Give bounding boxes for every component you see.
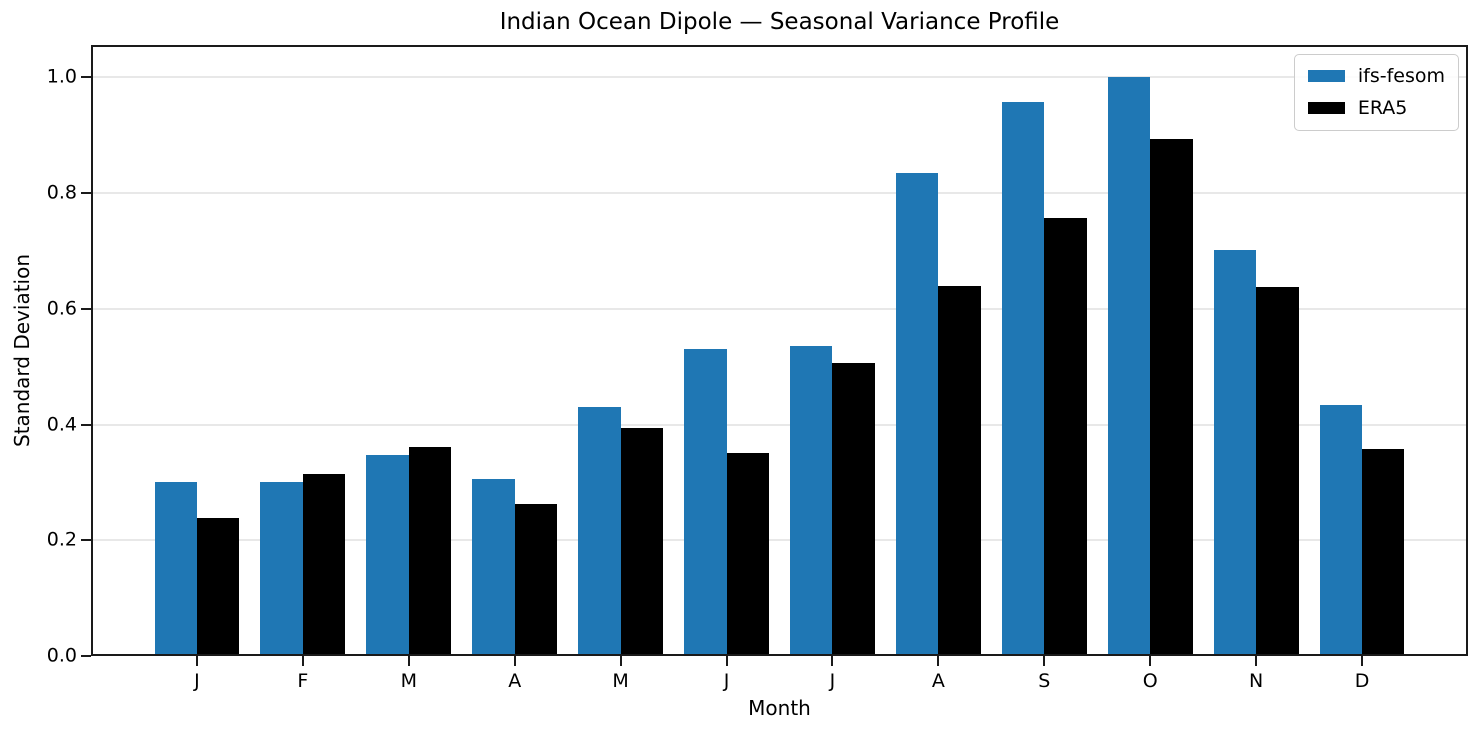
y-tick-mark <box>81 307 91 310</box>
bar-ifs-fesom-7 <box>896 173 939 656</box>
x-tick-label-3: A <box>508 670 522 692</box>
x-tick-label-9: O <box>1142 670 1158 692</box>
y-tick-mark <box>81 423 91 426</box>
bar-ERA5-6 <box>832 362 875 656</box>
y-tick-label: 0.0 <box>46 644 77 667</box>
y-tick-label: 0.8 <box>46 181 77 204</box>
x-tick-mark <box>725 656 728 666</box>
x-tick-label-2: M <box>400 670 417 692</box>
y-tick-label: 0.6 <box>46 297 77 320</box>
gridline <box>91 192 1468 195</box>
bar-ifs-fesom-3 <box>472 478 515 656</box>
gridline <box>91 76 1468 79</box>
x-tick-mark <box>937 656 940 666</box>
legend-swatch-ifs-fesom <box>1307 70 1345 83</box>
bar-ifs-fesom-5 <box>684 349 727 656</box>
bar-ERA5-4 <box>620 428 663 656</box>
x-tick-label-4: M <box>612 670 629 692</box>
x-tick-label-1: F <box>297 670 309 692</box>
legend: ifs-fesom ERA5 <box>1293 54 1459 131</box>
y-tick-mark <box>81 539 91 542</box>
plot-area <box>91 45 1468 656</box>
chart-title: Indian Ocean Dipole — Seasonal Variance … <box>499 9 1060 35</box>
bar-ifs-fesom-9 <box>1107 77 1151 656</box>
x-tick-mark <box>1361 656 1364 666</box>
bar-ERA5-8 <box>1044 218 1087 656</box>
y-axis-label: Standard Deviation <box>10 254 34 448</box>
bar-ifs-fesom-2 <box>366 454 409 656</box>
y-tick-mark <box>81 655 91 657</box>
x-tick-label-10: N <box>1249 670 1264 692</box>
bar-ERA5-0 <box>196 518 240 656</box>
x-tick-mark <box>301 656 304 666</box>
bar-ERA5-9 <box>1150 138 1193 656</box>
gridline <box>91 307 1468 310</box>
bar-ifs-fesom-10 <box>1213 249 1257 656</box>
bar-ERA5-2 <box>408 447 452 656</box>
bar-ifs-fesom-0 <box>154 482 197 656</box>
bar-ERA5-5 <box>726 452 769 656</box>
bar-ifs-fesom-8 <box>1001 101 1045 656</box>
x-tick-label-11: D <box>1354 670 1370 692</box>
x-tick-label-5: J <box>723 670 730 692</box>
x-tick-mark <box>513 656 516 666</box>
legend-entry-ifs-fesom: ifs-fesom <box>1307 65 1445 87</box>
bar-ERA5-7 <box>938 285 981 656</box>
x-tick-mark <box>831 656 834 666</box>
bar-ifs-fesom-4 <box>578 407 621 656</box>
legend-label-ifs-fesom: ifs-fesom <box>1357 65 1445 87</box>
x-axis-label: Month <box>748 696 811 720</box>
x-tick-label-8: S <box>1038 670 1051 692</box>
x-tick-mark <box>619 656 622 666</box>
bar-ERA5-10 <box>1256 287 1299 656</box>
x-tick-label-0: J <box>194 670 200 692</box>
x-tick-mark <box>195 656 198 666</box>
x-tick-mark <box>1043 656 1046 666</box>
bar-ERA5-11 <box>1362 448 1405 656</box>
x-tick-label-7: A <box>931 670 945 692</box>
legend-label-ERA5: ERA5 <box>1357 96 1408 119</box>
bar-ERA5-3 <box>514 503 558 656</box>
y-tick-label: 0.2 <box>46 528 77 551</box>
legend-entry-ERA5: ERA5 <box>1307 96 1445 119</box>
legend-swatch-ERA5 <box>1307 102 1345 115</box>
x-tick-mark <box>1149 656 1152 666</box>
gridline <box>91 423 1468 426</box>
x-tick-mark <box>407 656 410 666</box>
y-tick-mark <box>81 192 91 195</box>
x-tick-mark <box>1255 656 1258 666</box>
x-tick-label-6: J <box>829 670 836 692</box>
y-tick-label: 0.4 <box>46 413 77 436</box>
bar-ifs-fesom-1 <box>260 482 303 656</box>
bar-ifs-fesom-11 <box>1319 405 1363 656</box>
gridline <box>91 539 1468 542</box>
bar-ERA5-1 <box>302 473 346 656</box>
y-tick-mark <box>81 76 91 79</box>
y-tick-label: 1.0 <box>46 65 77 88</box>
bar-ifs-fesom-6 <box>790 345 833 656</box>
